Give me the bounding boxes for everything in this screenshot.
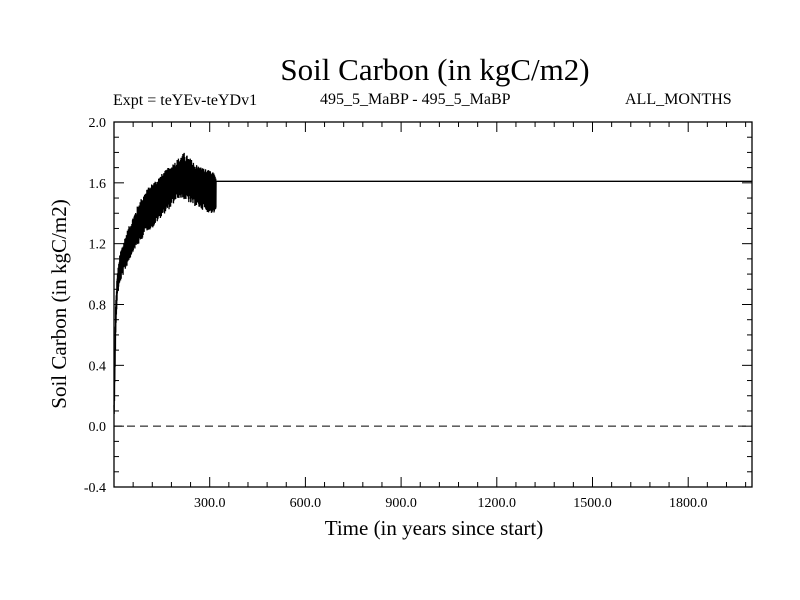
y-tick-label: 2.0 [89, 116, 107, 131]
y-tick-label: 0.8 [89, 299, 107, 314]
x-axis-label: Time (in years since start) [324, 516, 544, 540]
plot-data-layer [113, 152, 752, 427]
y-axis-label: Soil Carbon (in kgC/m2) [47, 199, 71, 408]
x-tick-label: 900.0 [385, 496, 417, 511]
y-tick-label: 0.0 [89, 420, 107, 435]
experiment-label: Expt = teYEv-teYDv1 [113, 92, 258, 109]
period-label: 495_5_MaBP - 495_5_MaBP [320, 91, 511, 108]
axis-layer: 300.0 600.0 900.0 1200.0 1500.0 1800.0 -0.4 0.0… [84, 116, 753, 511]
x-tick-label: 1200.0 [478, 496, 517, 511]
x-tick-label: 300.0 [194, 496, 226, 511]
soil-carbon-series-noisy [113, 152, 217, 415]
chart-title: Soil Carbon (in kgC/m2) [280, 52, 590, 87]
x-tick-label: 1800.0 [669, 496, 708, 511]
y-tick-label: -0.4 [84, 481, 106, 496]
y-tick-label: 1.2 [89, 238, 107, 253]
x-tick-label: 600.0 [290, 496, 322, 511]
months-label: ALL_MONTHS [625, 91, 732, 108]
x-tick-label: 1500.0 [573, 496, 612, 511]
y-tick-label: 0.4 [89, 359, 107, 374]
y-tick-label: 1.6 [89, 177, 107, 192]
